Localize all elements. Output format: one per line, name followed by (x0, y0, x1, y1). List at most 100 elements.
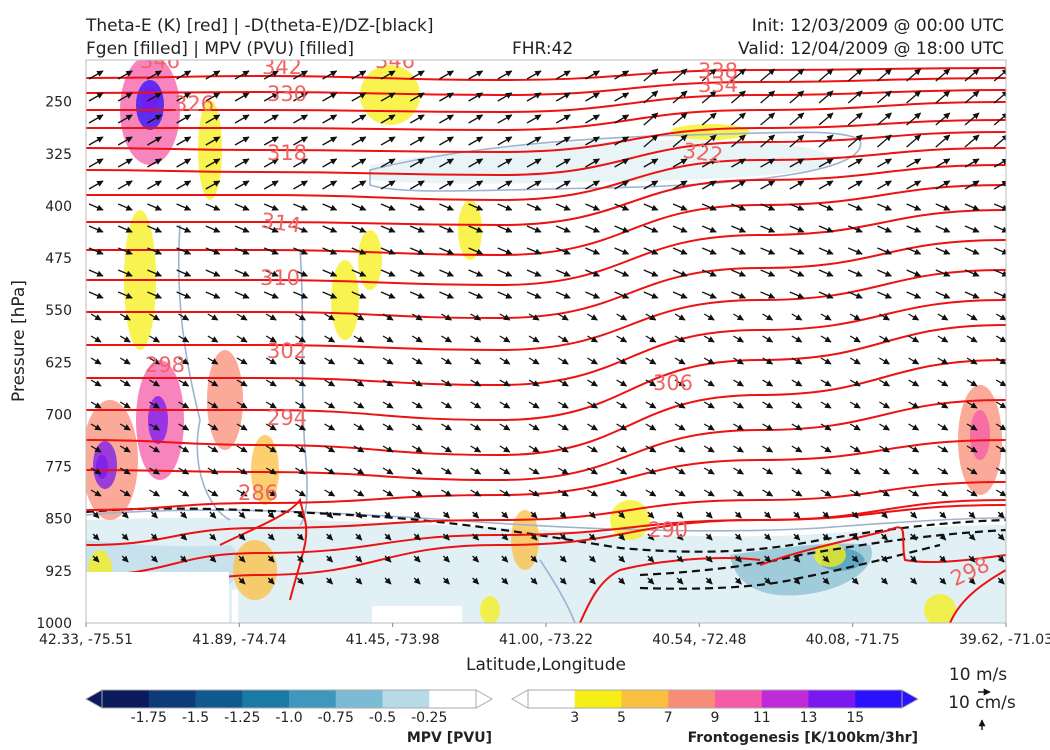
wind-vector-arrow (820, 445, 832, 453)
theta-e-contour-line (86, 324, 1006, 422)
wind-vector-arrow (995, 313, 1006, 321)
wind-vector-arrow (263, 136, 279, 146)
colorbar-segment (335, 690, 383, 708)
wind-vector-arrow (380, 158, 396, 168)
wind-vector-arrow (176, 247, 192, 255)
wind-vector-arrow (910, 533, 918, 541)
wind-vector-arrow (322, 247, 338, 255)
wind-vector-arrow (149, 357, 160, 365)
wind-vector-arrow (995, 335, 1006, 343)
wind-vector-arrow (468, 92, 484, 102)
wind-vector-arrow (733, 401, 744, 409)
wind-vector-arrow (701, 269, 717, 277)
wind-vector-arrow (351, 225, 367, 233)
wind-vector-arrow (322, 269, 338, 277)
wind-vector-arrow (880, 577, 888, 585)
wind-vector-arrow (322, 225, 338, 233)
wind-vector-arrow (906, 203, 922, 211)
wind-vector-arrow (353, 357, 365, 365)
wind-vector-arrow (409, 92, 425, 102)
wind-vector-arrow (380, 247, 396, 255)
wind-vector-arrow (674, 467, 686, 475)
wind-vector-arrow (295, 401, 306, 409)
wind-vector-arrow (355, 533, 363, 541)
wind-vector-arrow (411, 335, 423, 343)
wind-vector-arrow (149, 423, 160, 431)
wind-vector-arrow (147, 158, 162, 168)
wind-vector-arrow (647, 555, 655, 563)
wind-vector-arrow (705, 533, 713, 541)
wind-vector-arrow (265, 335, 277, 343)
wind-vector-arrow (322, 70, 338, 80)
wind-vector-arrow (176, 136, 192, 146)
wind-vector-arrow (380, 92, 396, 102)
wind-vector-arrow (295, 445, 306, 453)
wind-vector-arrow (818, 203, 834, 211)
wind-vector-arrow (234, 136, 250, 146)
wind-vector-arrow (588, 511, 596, 519)
wind-vector-arrow (672, 291, 688, 299)
wind-vector-arrow (614, 291, 630, 299)
colorbar-tick-label: 7 (664, 710, 673, 726)
wind-vector-arrow (470, 313, 482, 321)
wind-vector-arrow (468, 225, 484, 233)
wind-vector-arrow (585, 247, 600, 255)
wind-vector-arrow (939, 533, 947, 541)
wind-vector-arrow (209, 555, 217, 563)
wind-vector-arrow (150, 533, 158, 541)
wind-vector-arrow (441, 467, 452, 475)
wind-vector-arrow (234, 291, 250, 299)
wind-vector-arrow (731, 203, 746, 211)
wind-vector-arrow (614, 180, 630, 190)
wind-vector-arrow (908, 313, 920, 321)
theta-e-contour-line (86, 439, 1006, 511)
wind-vector-arrow (733, 489, 744, 497)
wind-vector-arrow (760, 247, 776, 255)
wind-vector-arrow (701, 291, 717, 299)
wind-vector-arrow (501, 533, 509, 541)
wind-vector-arrow (964, 68, 980, 82)
wind-vector-arrow (205, 92, 221, 102)
fgen-blob (233, 540, 277, 600)
wind-vector-arrow (647, 533, 655, 541)
wind-vector-arrow (267, 511, 275, 519)
wind-vector-arrow (267, 555, 275, 563)
wind-vector-arrow (643, 225, 659, 233)
wind-vector-arrow (234, 114, 250, 124)
wind-vector-arrow (793, 511, 801, 519)
wind-vector-arrow (382, 445, 394, 453)
wind-vector-arrow (555, 203, 571, 211)
wind-vector-arrow (674, 489, 686, 497)
wind-vector-arrow (205, 247, 221, 255)
wind-vector-arrow (643, 68, 659, 82)
valid-time: Valid: 12/04/2009 @ 18:00 UTC (738, 39, 1004, 59)
wind-vector-arrow (499, 467, 511, 475)
wind-vector-arrow (789, 158, 805, 168)
wind-vector-arrow (263, 180, 279, 190)
wind-vector-arrow (939, 577, 947, 585)
wind-vector-arrow (441, 335, 452, 343)
wind-vector-arrow (672, 180, 688, 190)
wind-vector-arrow (880, 555, 888, 563)
wind-vector-arrow (966, 489, 978, 497)
wind-vector-arrow (236, 313, 248, 321)
wind-vector-arrow (88, 92, 104, 102)
wind-vector-arrow (555, 136, 571, 146)
wind-vector-arrow (293, 70, 308, 80)
theta-e-contour-label: 306 (653, 371, 693, 395)
wind-vector-arrow (703, 335, 715, 343)
wind-vector-arrow (585, 158, 600, 168)
wind-vector-arrow (526, 70, 542, 80)
wind-vector-arrow (822, 511, 830, 519)
wind-vector-arrow (618, 533, 626, 541)
wind-vector-arrow (587, 423, 598, 431)
wind-vector-arrow (966, 379, 978, 387)
wind-vector-arrow (293, 158, 308, 168)
wind-vector-arrow (380, 203, 396, 211)
wind-vector-arrow (90, 489, 102, 497)
wind-vector-arrow (470, 445, 482, 453)
wind-vector-arrow (439, 225, 454, 233)
wind-vector-arrow (176, 291, 192, 299)
wind-vector-arrow (937, 445, 949, 453)
y-tick-label: 1000 (36, 616, 72, 632)
